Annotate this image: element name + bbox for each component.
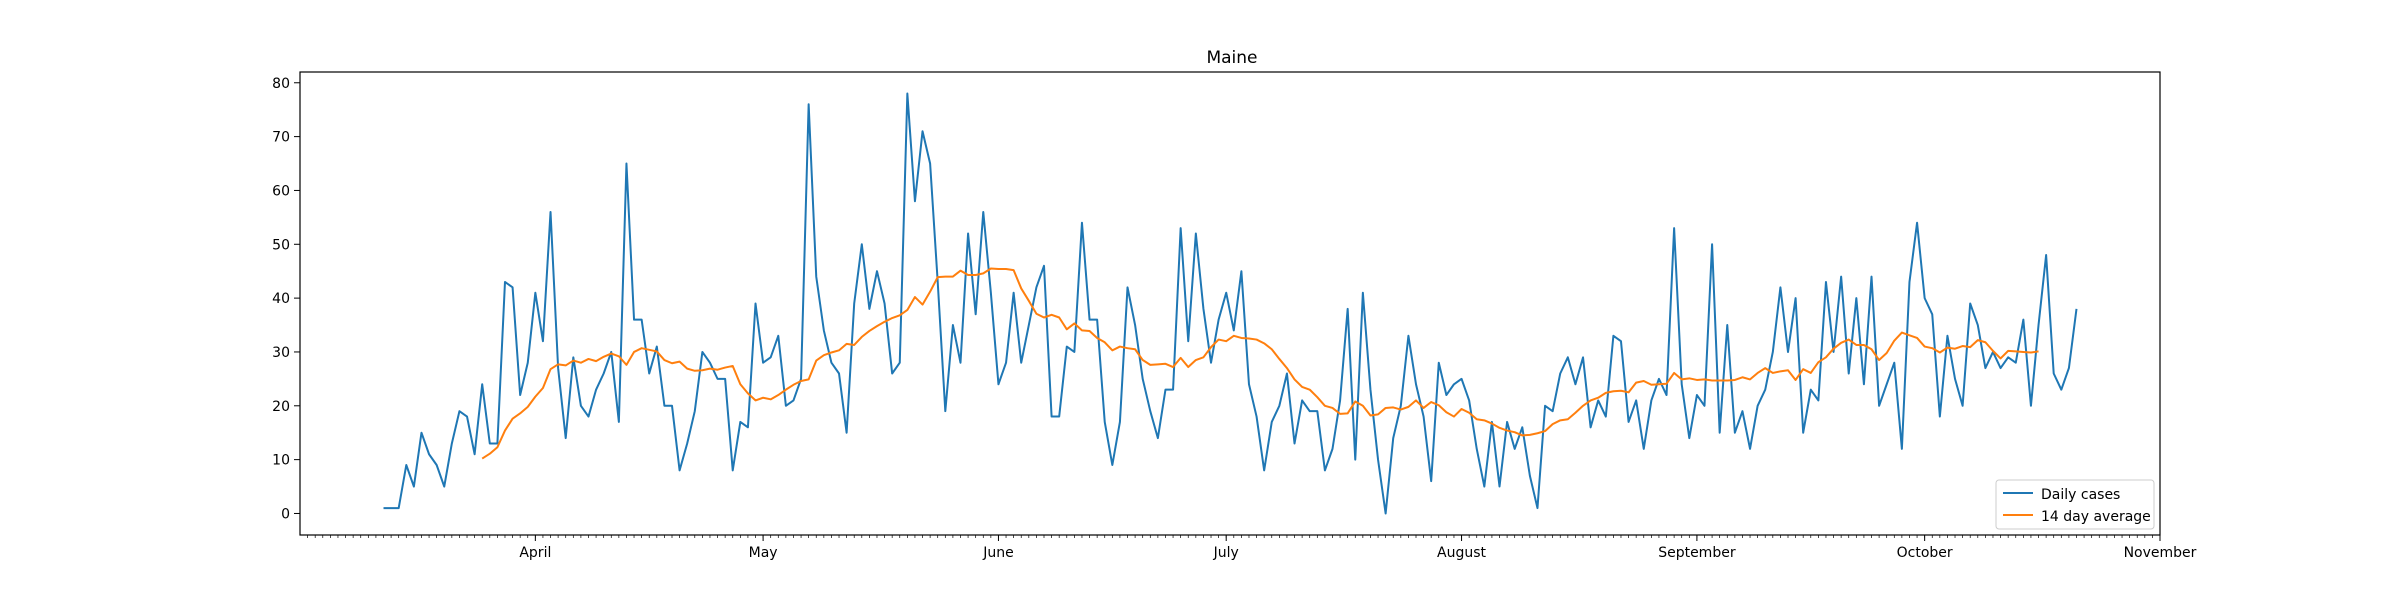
y-tick-label: 50 (272, 237, 290, 253)
x-tick-label: July (1213, 545, 1239, 561)
y-tick-label: 80 (272, 76, 290, 92)
x-tick-label: May (749, 545, 778, 561)
series-line-14-day-average (481, 267, 2039, 460)
x-tick-label: November (2124, 545, 2197, 561)
x-tick-label: August (1437, 545, 1487, 561)
legend-label-14-day-average: 14 day average (2041, 509, 2151, 525)
y-tick-label: 0 (281, 506, 290, 522)
x-tick-label: June (982, 545, 1014, 561)
legend: Daily cases 14 day average (1995, 479, 2155, 530)
x-tick-label: April (519, 545, 551, 561)
axes-frame (299, 71, 2161, 536)
series-line-daily-cases (383, 92, 2078, 515)
legend-label-daily-cases: Daily cases (2041, 487, 2120, 503)
y-tick-label: 20 (272, 399, 290, 415)
y-tick-label: 30 (272, 345, 290, 361)
y-axis: 0 10 20 30 40 50 60 70 80 (272, 76, 300, 522)
x-tick-label: September (1658, 545, 1736, 561)
y-tick-label: 40 (272, 291, 290, 307)
x-tick-label: October (1897, 545, 1953, 561)
legend-box (1995, 479, 2155, 530)
plot-area (383, 92, 2078, 515)
y-tick-label: 70 (272, 130, 290, 146)
x-axis: April May June July August September October No… (307, 535, 2197, 561)
y-tick-label: 60 (272, 183, 290, 199)
chart-title: Maine (1206, 48, 1257, 68)
y-tick-label: 10 (272, 453, 290, 469)
